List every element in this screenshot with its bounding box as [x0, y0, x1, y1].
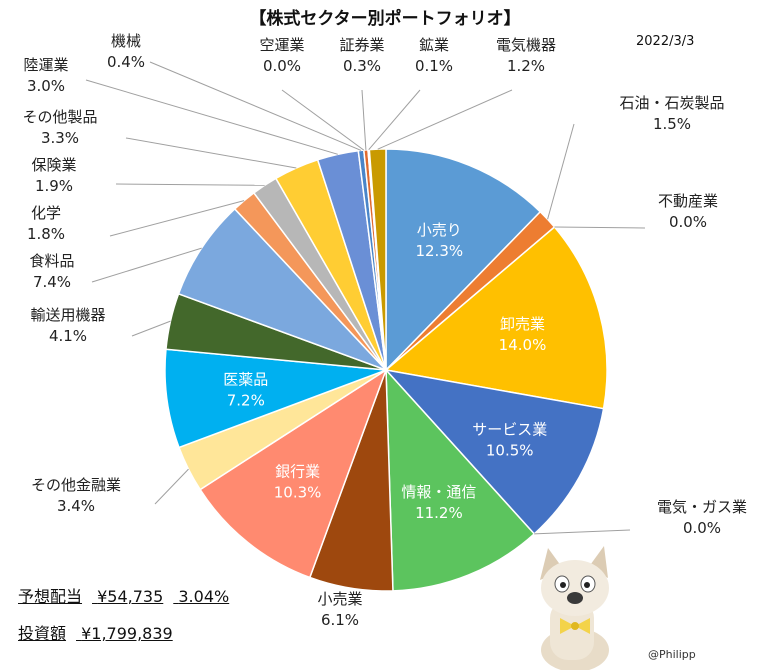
slice-name-label-0: 小売り [417, 221, 462, 239]
pie-slice-3 [384, 225, 608, 410]
pie-slices [164, 148, 608, 592]
slice-value-label-18: 0.0% [263, 57, 301, 75]
slice-value-label-14: 1.9% [35, 177, 73, 195]
slice-name-label-9: その他金融業 [31, 476, 121, 494]
leader-line-2 [554, 226, 646, 229]
slice-name-label-18: 空運業 [259, 36, 304, 54]
leader-line-19 [361, 89, 367, 150]
slice-name-label-13: 化学 [31, 204, 61, 222]
pie-slice-10 [164, 348, 387, 449]
slice-name-label-11: 輸送用機器 [30, 306, 105, 324]
slice-name-label-1: 石油・石炭製品 [619, 94, 724, 112]
slice-value-label-6: 11.2% [415, 504, 463, 522]
slice-value-label-20: 0.1% [415, 57, 453, 75]
pie-slice-8 [199, 368, 388, 579]
pie-slice-12 [177, 207, 387, 371]
slice-value-label-13: 1.8% [27, 225, 65, 243]
leader-line-20 [368, 89, 421, 151]
leader-line-21 [377, 89, 513, 150]
slice-name-label-10: 医薬品 [223, 371, 268, 389]
pie-slice-6 [385, 367, 536, 592]
leader-line-14 [115, 183, 265, 186]
leader-line-13 [109, 200, 245, 237]
slice-name-label-3: 卸売業 [500, 315, 545, 333]
leader-line-18 [281, 89, 365, 151]
slice-value-label-0: 12.3% [415, 242, 463, 260]
leader-line-9 [154, 468, 189, 505]
dividend-label: 予想配当 [18, 587, 83, 606]
slice-value-label-15: 3.3% [41, 129, 79, 147]
pie-slice-0 [385, 148, 542, 372]
leader-line-5 [534, 529, 631, 535]
slice-value-label-12: 7.4% [33, 273, 71, 291]
leader-lines [85, 61, 646, 535]
slice-name-label-16: 陸運業 [23, 56, 68, 74]
dividend-amount: ¥54,735 [97, 587, 164, 606]
leader-line-17 [149, 61, 362, 151]
slice-value-label-8: 10.3% [274, 483, 322, 501]
leader-line-15 [125, 137, 297, 169]
leader-line-16 [85, 79, 338, 155]
leader-line-12 [91, 247, 202, 283]
leader-line-1 [547, 123, 575, 220]
slice-name-label-6: 情報・通信 [401, 483, 476, 501]
slice-value-label-4: 10.5% [486, 442, 534, 460]
chart-date: 2022/3/3 [636, 34, 695, 49]
slice-value-label-1: 1.5% [653, 115, 691, 133]
slice-name-label-15: その他製品 [22, 108, 97, 126]
cat-mascot-illustration [540, 546, 609, 670]
slice-value-label-21: 1.2% [507, 57, 545, 75]
dividend-summary: 予想配当 ¥54,735 3.04% [18, 583, 239, 607]
slice-name-label-4: サービス業 [472, 421, 547, 439]
slice-name-label-20: 鉱業 [419, 36, 449, 54]
slice-value-label-9: 3.4% [57, 497, 95, 515]
leader-line-11 [131, 320, 171, 337]
slice-value-label-16: 3.0% [27, 77, 65, 95]
slice-name-label-8: 銀行業 [275, 462, 320, 480]
slice-value-label-11: 4.1% [49, 327, 87, 345]
pie-slice-4 [383, 368, 605, 535]
slice-name-label-14: 保険業 [31, 156, 76, 174]
slice-name-label-2: 不動産業 [658, 192, 718, 210]
slice-labels: 小売り 12.3% 石油・石炭製品 1.5% 不動産業 0.0% 卸売業 14.0% サービス業… [22, 32, 747, 629]
slice-name-label-5: 電気・ガス業 [657, 498, 747, 516]
slice-value-label-10: 7.2% [227, 392, 265, 410]
credit-text: @Philipp [648, 648, 696, 661]
slice-name-label-7: 小売業 [317, 590, 362, 608]
dividend-yield: 3.04% [178, 587, 230, 606]
slice-value-label-7: 6.1% [321, 611, 359, 629]
slice-value-label-3: 14.0% [499, 336, 547, 354]
slice-name-label-12: 食料品 [29, 252, 74, 270]
slice-name-label-17: 機械 [111, 32, 141, 50]
investment-summary: 投資額 ¥1,799,839 [18, 620, 183, 644]
slice-value-label-17: 0.4% [107, 53, 145, 71]
slice-name-label-19: 証券業 [339, 36, 384, 54]
chart-title: 【株式セクター別ポートフォリオ】 [249, 9, 521, 29]
investment-label: 投資額 [18, 624, 67, 643]
investment-amount: ¥1,799,839 [81, 624, 173, 643]
slice-value-label-2: 0.0% [669, 213, 707, 231]
slice-name-label-21: 電気機器 [496, 36, 556, 54]
slice-value-label-19: 0.3% [343, 57, 381, 75]
slice-value-label-5: 0.0% [683, 519, 721, 537]
